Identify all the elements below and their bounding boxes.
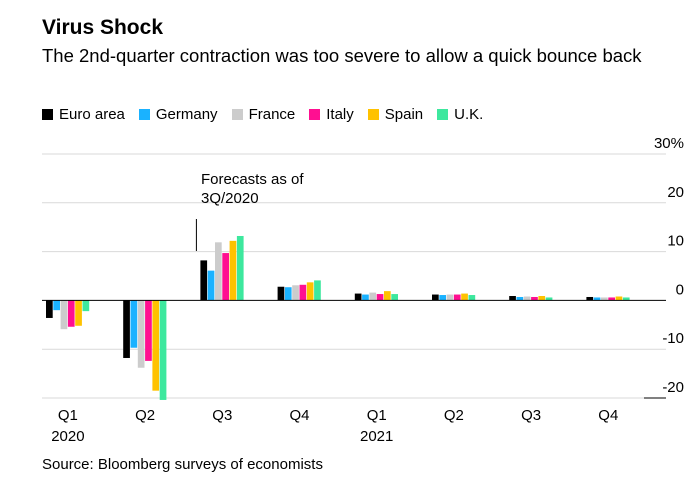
legend-label: Euro area bbox=[59, 106, 125, 123]
bar bbox=[46, 300, 53, 318]
bar bbox=[292, 285, 299, 301]
bar bbox=[215, 242, 222, 301]
bar bbox=[376, 294, 384, 301]
legend-label: U.K. bbox=[454, 106, 484, 123]
x-year-label: 2021 bbox=[360, 428, 393, 445]
bar bbox=[152, 300, 160, 391]
legend-label: France bbox=[248, 106, 296, 123]
bar bbox=[299, 284, 307, 301]
bar bbox=[75, 300, 82, 326]
bar bbox=[601, 297, 608, 301]
annotation-line-text: 3Q/2020 bbox=[201, 190, 259, 207]
bar bbox=[222, 253, 229, 301]
bar bbox=[468, 295, 476, 301]
bar bbox=[130, 300, 138, 348]
bars bbox=[46, 235, 630, 400]
legend-swatch bbox=[309, 109, 321, 120]
bar bbox=[284, 287, 292, 301]
legend-item: Spain bbox=[367, 106, 424, 123]
x-tick-label: Q4 bbox=[289, 407, 309, 424]
bar bbox=[207, 270, 215, 301]
bar bbox=[615, 296, 623, 301]
bar bbox=[586, 296, 594, 301]
legend-item: Italy bbox=[309, 106, 354, 123]
bar bbox=[137, 300, 145, 368]
bar bbox=[362, 294, 369, 301]
bar bbox=[461, 293, 468, 301]
bar bbox=[391, 294, 398, 301]
x-tick-label: Q2 bbox=[444, 407, 464, 424]
legend-swatch bbox=[367, 109, 379, 120]
bar bbox=[523, 296, 531, 301]
legend-swatch bbox=[437, 109, 449, 120]
x-tick-label: Q1 bbox=[58, 407, 78, 424]
y-tick-label: 0 bbox=[676, 281, 684, 298]
bar bbox=[384, 291, 391, 301]
y-tick-label: 10 bbox=[667, 233, 684, 250]
bar bbox=[82, 300, 90, 312]
bar bbox=[60, 300, 68, 330]
axes: 30% 20 10 0 -10 -20 Q1 2020 Q2 Q3 Q4 Q1 2021 Q2 Q3 Q4 Fo… bbox=[42, 135, 684, 445]
bar bbox=[453, 294, 461, 301]
bar bbox=[608, 297, 615, 301]
y-tick-label: 20 bbox=[667, 184, 684, 201]
chart-subtitle: The 2nd-quarter contraction was too seve… bbox=[42, 45, 642, 66]
x-tick-label: Q3 bbox=[212, 407, 232, 424]
x-year-label: 2020 bbox=[51, 428, 84, 445]
legend-swatch bbox=[42, 109, 53, 120]
bar bbox=[236, 235, 244, 301]
y-tick-label: 30% bbox=[654, 135, 684, 152]
legend-label: Germany bbox=[155, 106, 218, 123]
legend-item: Germany bbox=[138, 106, 218, 123]
source-note: Source: Bloomberg surveys of economists bbox=[42, 456, 323, 473]
bar bbox=[123, 300, 130, 358]
legend: Euro area Germany France Italy Spain U.K. bbox=[42, 106, 497, 123]
y-tick-label: -20 bbox=[662, 379, 684, 396]
bar bbox=[516, 296, 524, 301]
x-tick-label: Q1 bbox=[367, 407, 387, 424]
grid-lines bbox=[42, 153, 666, 399]
annotation-line-text: Forecasts as of bbox=[201, 171, 304, 188]
legend-item: France bbox=[231, 106, 296, 123]
legend-swatch bbox=[231, 109, 243, 120]
bar bbox=[277, 286, 285, 301]
x-tick-label: Q2 bbox=[135, 407, 155, 424]
bar bbox=[314, 280, 321, 301]
bar bbox=[432, 294, 439, 301]
bar bbox=[545, 297, 553, 301]
bar bbox=[67, 300, 75, 327]
chart-title: Virus Shock bbox=[42, 16, 163, 39]
bar bbox=[159, 300, 167, 400]
legend-label: Spain bbox=[384, 106, 424, 123]
legend-item: Euro area bbox=[42, 106, 125, 123]
bar bbox=[53, 300, 60, 311]
bar bbox=[200, 260, 208, 301]
bar bbox=[354, 293, 362, 301]
x-tick-label: Q4 bbox=[598, 407, 618, 424]
bar bbox=[145, 300, 152, 361]
legend-label: Italy bbox=[326, 106, 354, 123]
bar bbox=[369, 292, 377, 301]
bar bbox=[531, 296, 538, 301]
bar bbox=[593, 297, 601, 301]
bar bbox=[622, 297, 630, 301]
bar bbox=[538, 296, 546, 301]
legend-swatch bbox=[138, 109, 150, 120]
bar bbox=[229, 240, 237, 301]
y-tick-label: -10 bbox=[662, 330, 684, 347]
bar bbox=[439, 295, 446, 301]
x-tick-label: Q3 bbox=[521, 407, 541, 424]
bar bbox=[446, 294, 454, 301]
legend-item: U.K. bbox=[437, 106, 483, 123]
annotation-text: Forecasts as of 3Q/2020 bbox=[201, 171, 304, 207]
bar bbox=[509, 296, 516, 301]
bar bbox=[306, 282, 314, 301]
